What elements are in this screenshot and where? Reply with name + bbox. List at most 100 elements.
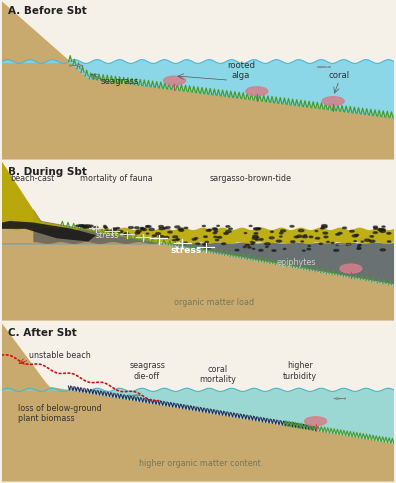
Circle shape xyxy=(135,227,139,228)
Circle shape xyxy=(308,245,310,246)
Polygon shape xyxy=(2,162,394,321)
Circle shape xyxy=(116,227,120,229)
Text: epiphytes: epiphytes xyxy=(276,258,316,267)
Circle shape xyxy=(94,227,98,228)
Circle shape xyxy=(213,232,217,234)
Circle shape xyxy=(152,235,156,237)
Circle shape xyxy=(322,225,327,227)
Circle shape xyxy=(175,226,180,228)
Circle shape xyxy=(280,236,282,237)
Polygon shape xyxy=(327,66,330,68)
Polygon shape xyxy=(2,221,96,242)
Circle shape xyxy=(380,230,383,231)
Circle shape xyxy=(354,241,356,242)
Circle shape xyxy=(215,231,217,232)
Circle shape xyxy=(340,264,362,273)
Text: rooted
alga: rooted alga xyxy=(227,61,255,81)
Circle shape xyxy=(266,246,268,247)
Circle shape xyxy=(217,226,219,227)
Circle shape xyxy=(322,226,327,228)
Circle shape xyxy=(304,235,307,236)
Circle shape xyxy=(253,228,258,230)
Circle shape xyxy=(105,227,107,228)
Circle shape xyxy=(243,246,246,248)
Text: C. After Sbt: C. After Sbt xyxy=(8,328,76,338)
Circle shape xyxy=(334,249,339,251)
Circle shape xyxy=(291,241,295,242)
Text: stress: stress xyxy=(96,231,120,241)
Circle shape xyxy=(387,232,391,234)
Circle shape xyxy=(235,249,239,251)
Polygon shape xyxy=(334,398,343,399)
Polygon shape xyxy=(343,398,346,399)
Circle shape xyxy=(104,227,107,228)
Circle shape xyxy=(254,233,258,234)
Circle shape xyxy=(159,226,164,227)
Circle shape xyxy=(184,243,186,244)
Circle shape xyxy=(380,230,385,232)
Circle shape xyxy=(280,230,286,232)
Circle shape xyxy=(82,226,88,228)
Circle shape xyxy=(303,250,305,251)
Polygon shape xyxy=(2,388,394,443)
Circle shape xyxy=(149,228,154,230)
Circle shape xyxy=(79,225,84,227)
Circle shape xyxy=(249,226,252,227)
Circle shape xyxy=(358,245,360,246)
Circle shape xyxy=(303,236,307,238)
Circle shape xyxy=(212,228,217,230)
Circle shape xyxy=(196,243,200,244)
Circle shape xyxy=(297,235,302,237)
Circle shape xyxy=(316,238,320,239)
Circle shape xyxy=(88,227,91,228)
Circle shape xyxy=(140,227,143,229)
Circle shape xyxy=(357,248,360,249)
Polygon shape xyxy=(2,1,394,159)
Circle shape xyxy=(246,87,268,96)
Circle shape xyxy=(251,243,254,244)
Circle shape xyxy=(164,237,169,239)
Circle shape xyxy=(168,231,172,233)
Circle shape xyxy=(142,229,147,230)
Text: coral
mortality: coral mortality xyxy=(199,365,236,384)
Circle shape xyxy=(85,225,90,227)
Circle shape xyxy=(159,227,164,230)
Circle shape xyxy=(244,233,247,234)
Circle shape xyxy=(331,242,334,243)
Circle shape xyxy=(80,225,85,227)
Circle shape xyxy=(215,240,219,241)
Circle shape xyxy=(299,229,304,232)
Text: higher
turbidity: higher turbidity xyxy=(283,361,317,381)
Circle shape xyxy=(206,229,211,231)
Circle shape xyxy=(307,248,310,250)
Circle shape xyxy=(324,236,328,238)
Circle shape xyxy=(135,232,140,234)
Circle shape xyxy=(136,230,141,232)
Circle shape xyxy=(381,229,385,230)
Circle shape xyxy=(112,228,117,230)
Circle shape xyxy=(156,233,160,235)
Circle shape xyxy=(382,226,385,227)
Circle shape xyxy=(146,233,149,234)
Circle shape xyxy=(222,243,226,244)
Circle shape xyxy=(128,227,133,228)
Circle shape xyxy=(176,239,180,240)
Circle shape xyxy=(321,227,324,229)
Circle shape xyxy=(294,236,299,238)
Text: stress: stress xyxy=(171,245,202,255)
Polygon shape xyxy=(2,162,394,244)
Circle shape xyxy=(343,227,346,228)
Polygon shape xyxy=(2,243,394,286)
Text: sargasso-brown-tide: sargasso-brown-tide xyxy=(210,174,292,184)
Circle shape xyxy=(309,236,313,238)
Text: seagrass: seagrass xyxy=(101,77,139,85)
Circle shape xyxy=(204,247,208,248)
Text: mortality of fauna: mortality of fauna xyxy=(80,174,153,184)
Circle shape xyxy=(224,233,228,234)
Circle shape xyxy=(173,240,175,241)
Circle shape xyxy=(259,250,263,251)
Circle shape xyxy=(124,233,129,235)
Polygon shape xyxy=(70,65,72,66)
Polygon shape xyxy=(336,244,347,245)
Polygon shape xyxy=(2,324,394,482)
